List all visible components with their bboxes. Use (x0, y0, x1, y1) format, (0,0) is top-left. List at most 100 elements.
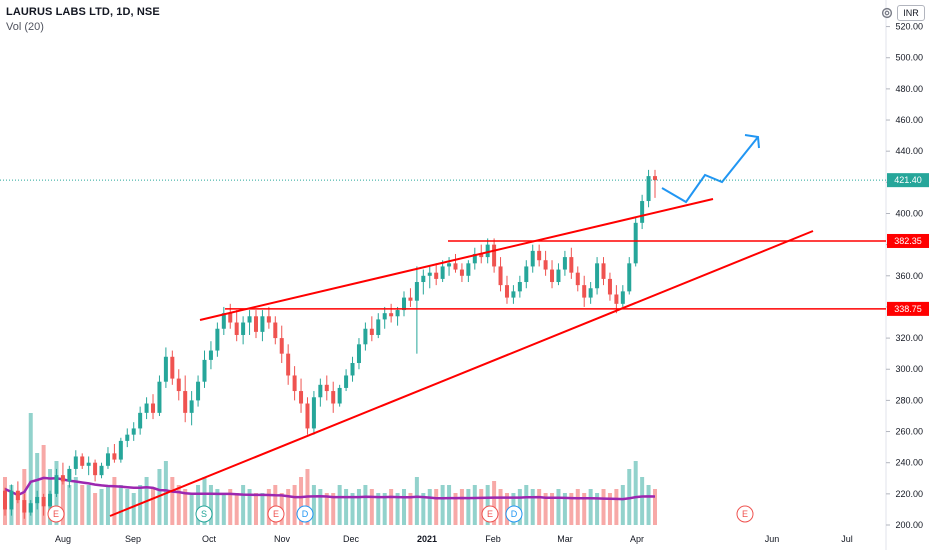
candle (221, 313, 226, 329)
candle (273, 322, 278, 339)
gear-icon[interactable] (880, 6, 894, 20)
volume-bar (569, 493, 574, 525)
x-tick-label: Nov (274, 534, 291, 544)
volume-bar (485, 485, 490, 525)
candle (582, 285, 587, 298)
candle (208, 350, 213, 360)
candle (318, 384, 323, 398)
y-tick-label: 400.00 (895, 208, 923, 218)
candle (376, 319, 381, 335)
volume-bar (356, 489, 361, 525)
event-label: E (273, 509, 279, 519)
candle (266, 316, 271, 323)
event-label: E (742, 509, 748, 519)
volume-bar (575, 489, 580, 525)
candle (54, 475, 59, 494)
candle (324, 384, 329, 392)
volume-bar (607, 493, 612, 525)
candle (601, 263, 606, 279)
candle (537, 250, 542, 261)
candle (447, 263, 452, 267)
resistance-price-label-bg (887, 233, 929, 248)
y-tick-label: 280.00 (895, 395, 923, 405)
volume-bar (176, 485, 181, 525)
candle (595, 263, 600, 289)
volume-bar (73, 477, 78, 525)
x-tick-label: Jun (765, 534, 780, 544)
volume-bar (389, 489, 394, 525)
candle (607, 278, 612, 295)
currency-badge[interactable]: INR (897, 5, 925, 21)
volume-bar (202, 477, 207, 525)
volume-indicator-label[interactable]: Vol (20) (6, 21, 44, 33)
volume-bar (653, 489, 657, 525)
y-tick-label: 500.00 (895, 53, 923, 63)
upper-trendline (199, 198, 714, 321)
event-label: D (511, 509, 518, 519)
volume-bar (498, 489, 503, 525)
volume-bar (588, 489, 593, 525)
volume-bar (60, 477, 65, 525)
candle (279, 338, 284, 354)
volume-bar (492, 481, 497, 525)
volume-bar (402, 489, 407, 525)
symbol-title[interactable]: LAURUS LABS LTD, 1D, NSE (6, 6, 160, 18)
volume-bar (582, 493, 587, 525)
candle (125, 434, 130, 441)
volume-bar (183, 489, 188, 525)
volume-bar (86, 485, 91, 525)
candle (562, 257, 567, 270)
candle (479, 253, 484, 258)
volume-bar (125, 489, 130, 525)
candle (3, 490, 7, 510)
volume-bar (382, 493, 387, 525)
candle (170, 356, 175, 379)
candle (543, 260, 548, 270)
resistance-price-label: 382.35 (894, 236, 922, 246)
candle (311, 397, 316, 429)
candle (299, 391, 304, 404)
volume-bar (543, 493, 548, 525)
x-tick-label: Sep (125, 534, 141, 544)
y-tick-label: 260.00 (895, 427, 923, 437)
volume-bar (324, 493, 329, 525)
candle (112, 453, 117, 460)
volume-bar (241, 485, 246, 525)
volume-bar (504, 493, 509, 525)
volume-bar (331, 493, 336, 525)
volume-bar (550, 493, 555, 525)
volume-bar (28, 413, 33, 525)
candle (427, 272, 432, 276)
support-price-label-bg (887, 301, 929, 316)
candle (60, 475, 65, 482)
volume-bar (459, 489, 464, 525)
volume-bar (421, 493, 426, 525)
volume-bar (434, 489, 439, 525)
candle (241, 322, 246, 335)
candle (524, 266, 529, 283)
last-price-label-bg (887, 173, 929, 188)
candle (253, 316, 258, 332)
y-tick-label: 460.00 (895, 115, 923, 125)
volume-bar (556, 489, 561, 525)
volume-bar (440, 485, 445, 525)
projection-path (661, 136, 759, 204)
candle (575, 272, 580, 286)
candle (305, 403, 310, 429)
y-tick-label: 440.00 (895, 146, 923, 156)
candle (646, 176, 651, 202)
event-marker (47, 505, 65, 523)
candle (627, 263, 632, 292)
volume-bar (627, 469, 632, 525)
volume-bar (138, 485, 143, 525)
volume-bar (286, 489, 291, 525)
volume-bar (273, 485, 278, 525)
volume-bar (640, 477, 645, 525)
lower-trendline (109, 230, 814, 517)
candle (202, 359, 207, 382)
event-marker (267, 505, 285, 523)
volume-bar (363, 485, 368, 525)
volume-bar (408, 493, 413, 525)
x-tick-label: 2021 (417, 534, 437, 544)
